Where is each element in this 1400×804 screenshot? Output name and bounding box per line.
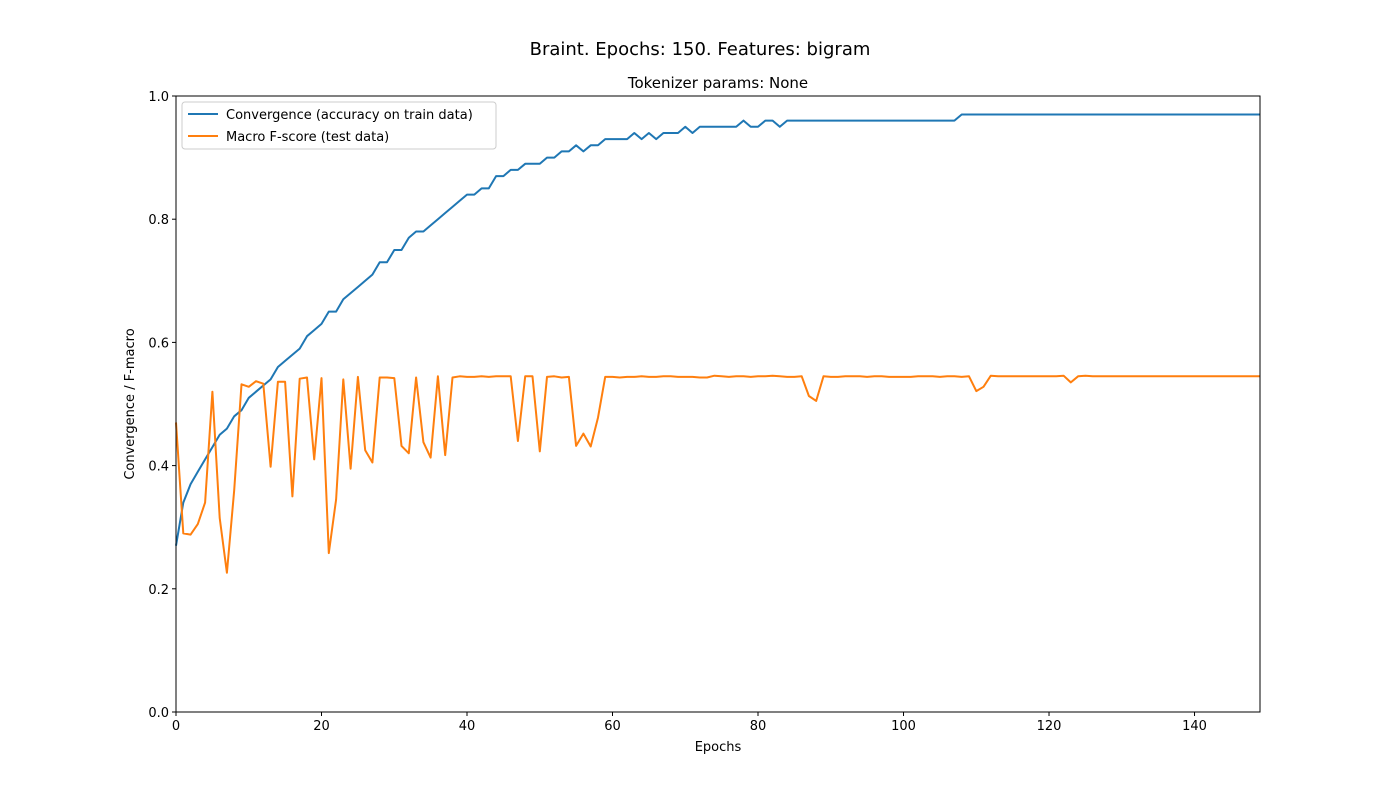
y-tick-label: 0.8 [148,213,169,228]
x-tick-label: 80 [750,719,767,734]
y-tick-label: 1.0 [148,90,169,105]
x-tick-label: 60 [604,719,621,734]
y-axis-ticks: 0.0 0.2 0.4 0.6 0.8 1.0 [148,90,176,721]
x-tick-label: 120 [1037,719,1062,734]
series-line-convergence [175,113,1260,546]
x-tick-label: 40 [459,719,476,734]
x-tick-label: 100 [891,719,916,734]
plot-frame [175,95,1261,713]
chart-legend: Convergence (accuracy on train data) Mac… [181,101,497,150]
x-axis-label: Epochs [695,740,742,755]
series-line-macro-fscore [175,374,1260,574]
x-tick-label: 0 [172,719,180,734]
y-tick-label: 0.4 [148,460,169,475]
x-tick-label: 140 [1182,719,1207,734]
x-axis-ticks: 0 20 40 60 80 100 120 140 [172,712,1207,734]
legend-label-convergence: Convergence (accuracy on train data) [226,108,473,123]
legend-label-macro-fscore: Macro F-score (test data) [226,130,389,145]
y-tick-label: 0.6 [148,336,169,351]
y-tick-label: 0.0 [148,706,169,721]
chart-title: Tokenizer params: None [627,74,808,92]
series-layer [175,113,1260,574]
y-tick-label: 0.2 [148,583,169,598]
legend-frame [181,101,497,150]
figure-suptitle: Braint. Epochs: 150. Features: bigram [530,39,871,60]
y-axis-label: Convergence / F-macro [123,328,138,479]
x-tick-label: 20 [313,719,330,734]
